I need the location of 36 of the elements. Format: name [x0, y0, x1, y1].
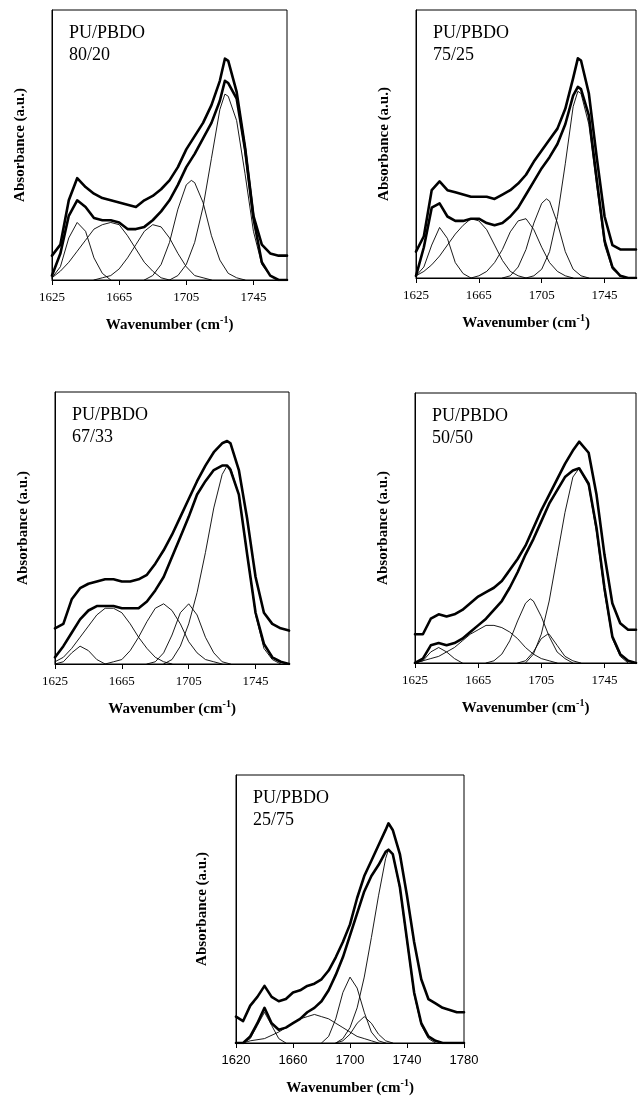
y-axis-title: Absorbance (a.u.)	[373, 471, 391, 585]
chart-subtitle: 75/25	[433, 44, 475, 64]
x-tick-label: 1705	[173, 289, 200, 304]
x-tick-label: 1745	[591, 287, 618, 302]
chart-subtitle: 80/20	[69, 44, 111, 64]
x-tick-label: 1625	[403, 287, 429, 302]
chart-title: PU/PBDO	[432, 405, 509, 425]
chart-subtitle: 67/33	[72, 426, 114, 446]
chart-subtitle: 50/50	[432, 427, 474, 447]
x-tick-label: 1745	[240, 289, 267, 304]
x-tick-label: 1665	[465, 672, 492, 687]
x-tick-label: 1740	[392, 1052, 422, 1067]
x-tick-label: 1745	[591, 672, 618, 687]
x-tick-label: 1705	[528, 672, 555, 687]
chart-title: PU/PBDO	[253, 787, 330, 807]
x-tick-label: 1625	[39, 289, 65, 304]
x-tick-label: 1705	[528, 287, 555, 302]
x-tick-label: 1780	[449, 1052, 479, 1067]
x-tick-label: 1625	[402, 672, 428, 687]
y-axis-title: Absorbance (a.u.)	[374, 87, 392, 201]
y-axis-title: Absorbance (a.u.)	[10, 88, 28, 202]
y-axis-title: Absorbance (a.u.)	[13, 471, 31, 585]
chart-title: PU/PBDO	[72, 404, 149, 424]
chart-title: PU/PBDO	[69, 22, 146, 42]
chart-title: PU/PBDO	[433, 22, 510, 42]
y-axis-title: Absorbance (a.u.)	[192, 852, 210, 966]
x-tick-label: 1705	[175, 673, 202, 688]
chart-subtitle: 25/75	[253, 809, 295, 829]
x-tick-label: 1660	[278, 1052, 308, 1067]
x-tick-label: 1665	[106, 289, 133, 304]
x-tick-label: 1745	[242, 673, 269, 688]
x-tick-label: 1665	[108, 673, 135, 688]
x-tick-label: 1620	[221, 1052, 251, 1067]
x-tick-label: 1700	[335, 1052, 365, 1067]
x-tick-label: 1625	[42, 673, 68, 688]
x-tick-label: 1665	[465, 287, 492, 302]
